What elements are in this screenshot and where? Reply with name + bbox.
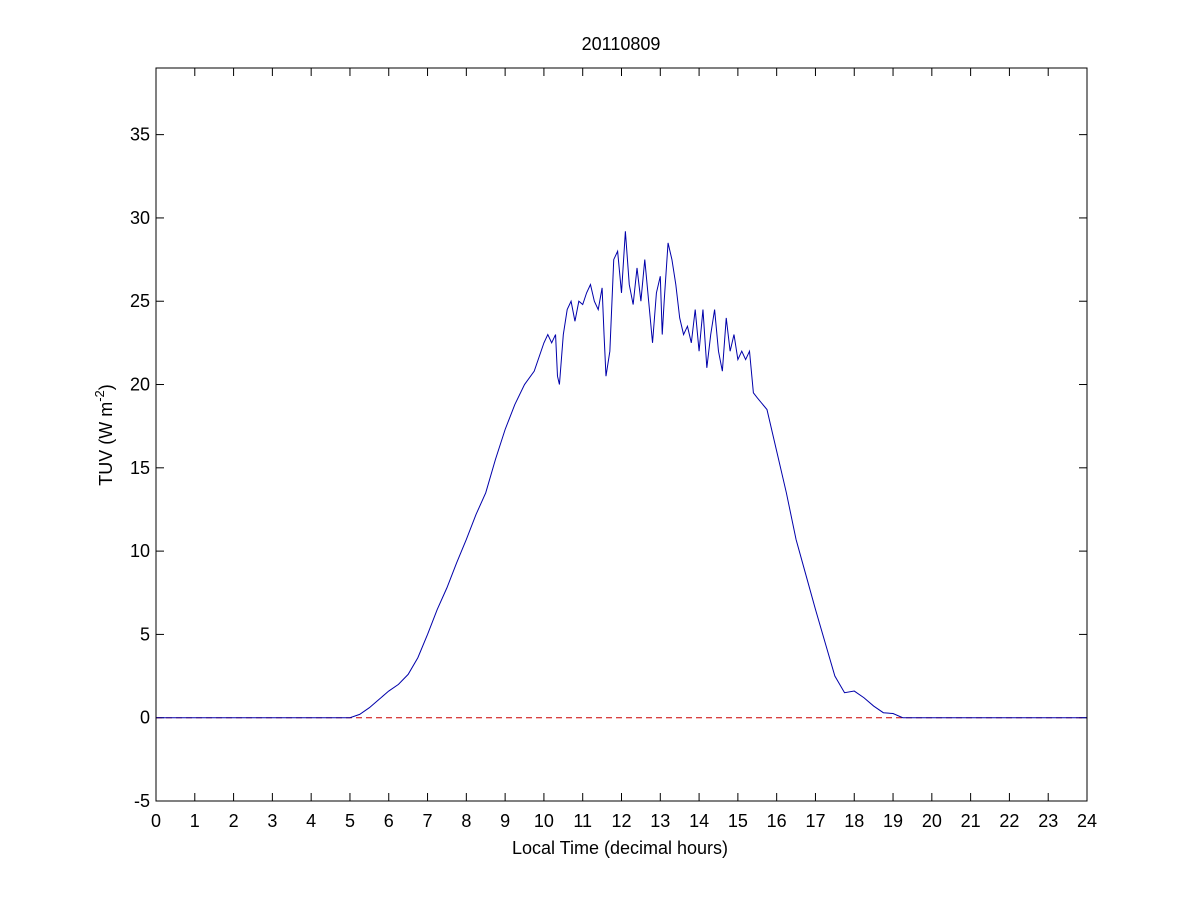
x-tick-label: 19 bbox=[883, 811, 903, 831]
x-tick-label: 6 bbox=[384, 811, 394, 831]
y-tick-label: 15 bbox=[130, 458, 150, 478]
y-tick-label: 25 bbox=[130, 291, 150, 311]
y-tick-label: 5 bbox=[140, 624, 150, 644]
y-tick-label: -5 bbox=[134, 791, 150, 811]
x-tick-label: 5 bbox=[345, 811, 355, 831]
x-tick-label: 9 bbox=[500, 811, 510, 831]
x-tick-label: 15 bbox=[728, 811, 748, 831]
x-tick-label: 23 bbox=[1038, 811, 1058, 831]
x-tick-label: 24 bbox=[1077, 811, 1097, 831]
x-tick-label: 16 bbox=[767, 811, 787, 831]
x-tick-label: 7 bbox=[423, 811, 433, 831]
x-tick-label: 17 bbox=[805, 811, 825, 831]
y-tick-label: 35 bbox=[130, 125, 150, 145]
y-axis-label: TUV (W m-2) bbox=[92, 384, 116, 486]
x-tick-label: 13 bbox=[650, 811, 670, 831]
x-tick-label: 8 bbox=[461, 811, 471, 831]
y-tick-label: 0 bbox=[140, 708, 150, 728]
y-tick-label: 10 bbox=[130, 541, 150, 561]
x-tick-label: 10 bbox=[534, 811, 554, 831]
x-axis-label: Local Time (decimal hours) bbox=[512, 838, 728, 858]
x-tick-label: 12 bbox=[611, 811, 631, 831]
data-line bbox=[156, 231, 1087, 719]
x-tick-label: 22 bbox=[999, 811, 1019, 831]
y-tick-label: 30 bbox=[130, 208, 150, 228]
x-tick-label: 4 bbox=[306, 811, 316, 831]
x-tick-label: 21 bbox=[961, 811, 981, 831]
x-tick-label: 20 bbox=[922, 811, 942, 831]
x-tick-label: 14 bbox=[689, 811, 709, 831]
x-tick-label: 11 bbox=[573, 811, 592, 831]
x-tick-label: 1 bbox=[190, 811, 200, 831]
plot-frame bbox=[155, 67, 1088, 802]
x-tick-label: 0 bbox=[151, 811, 161, 831]
y-label-sup: -2 bbox=[92, 390, 107, 402]
x-tick-label: 3 bbox=[267, 811, 277, 831]
x-tick-label: 18 bbox=[844, 811, 864, 831]
y-label-tail: ) bbox=[96, 384, 116, 390]
x-tick-label: 2 bbox=[229, 811, 239, 831]
chart-title: 20110809 bbox=[582, 34, 661, 54]
y-tick-label: 20 bbox=[130, 375, 150, 395]
y-label-text: TUV (W m bbox=[96, 402, 116, 486]
